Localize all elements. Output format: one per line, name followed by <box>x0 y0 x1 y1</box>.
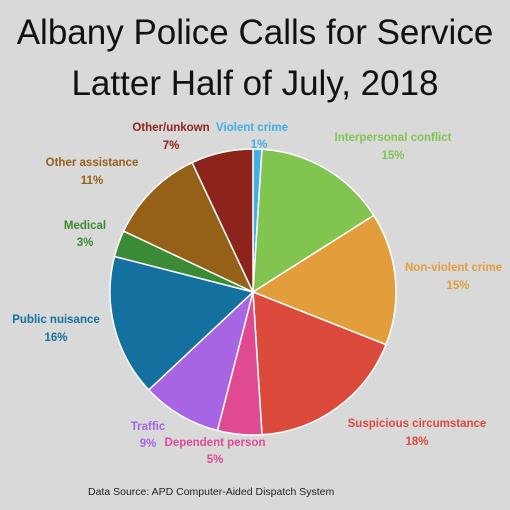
pie-slice-non-violent-crime <box>251 214 397 346</box>
slice-label-other-unkown: Other/unkown <box>132 122 209 134</box>
slice-label-non-violent-crime: Non-violent crime <box>405 262 502 274</box>
slice-value-other-unkown: 7% <box>163 140 180 152</box>
slice-value-other-assistance: 11% <box>81 175 103 187</box>
chart-title-line-1: Albany Police Calls for Service <box>17 13 494 52</box>
pie-slice-public-nuisance <box>109 255 255 391</box>
pie-labels: Violent crime 1% Interpersonal conflict 15%… <box>12 122 502 466</box>
slice-value-public-nuisance: 16% <box>44 332 67 344</box>
slice-value-medical: 3% <box>77 237 94 249</box>
slice-value-violent-crime: 1% <box>251 139 268 151</box>
slice-value-dependent-person: 5% <box>207 454 224 466</box>
slice-value-traffic: 9% <box>140 438 157 450</box>
slice-label-traffic: Traffic <box>131 421 166 433</box>
chart-title-line-2: Latter Half of July, 2018 <box>71 64 438 103</box>
slice-label-medical: Medical <box>64 220 106 232</box>
pie-slice-other-assistance <box>122 161 255 294</box>
slice-value-suspicious-circumstance: 18% <box>405 436 428 448</box>
slice-value-interpersonal-conflict: 15% <box>381 150 404 162</box>
slice-label-dependent-person: Dependent person <box>165 437 266 449</box>
pie-slices <box>109 148 397 436</box>
slice-label-violent-crime: Violent crime <box>216 122 288 134</box>
data-source-note: Data Source: APD Computer-Aided Dispatch… <box>88 486 335 498</box>
pie-slice-suspicious-circumstance <box>252 290 387 436</box>
pie-slice-traffic <box>147 289 255 432</box>
pie-slice-other-unkown <box>191 148 254 293</box>
slice-label-interpersonal-conflict: Interpersonal conflict <box>335 132 452 144</box>
slice-label-other-assistance: Other assistance <box>46 157 139 169</box>
slice-label-public-nuisance: Public nuisance <box>12 314 100 326</box>
slice-label-suspicious-circumstance: Suspicious circumstance <box>348 418 487 430</box>
slice-value-non-violent-crime: 15% <box>446 280 469 292</box>
pie-slice-interpersonal-conflict <box>252 148 375 294</box>
